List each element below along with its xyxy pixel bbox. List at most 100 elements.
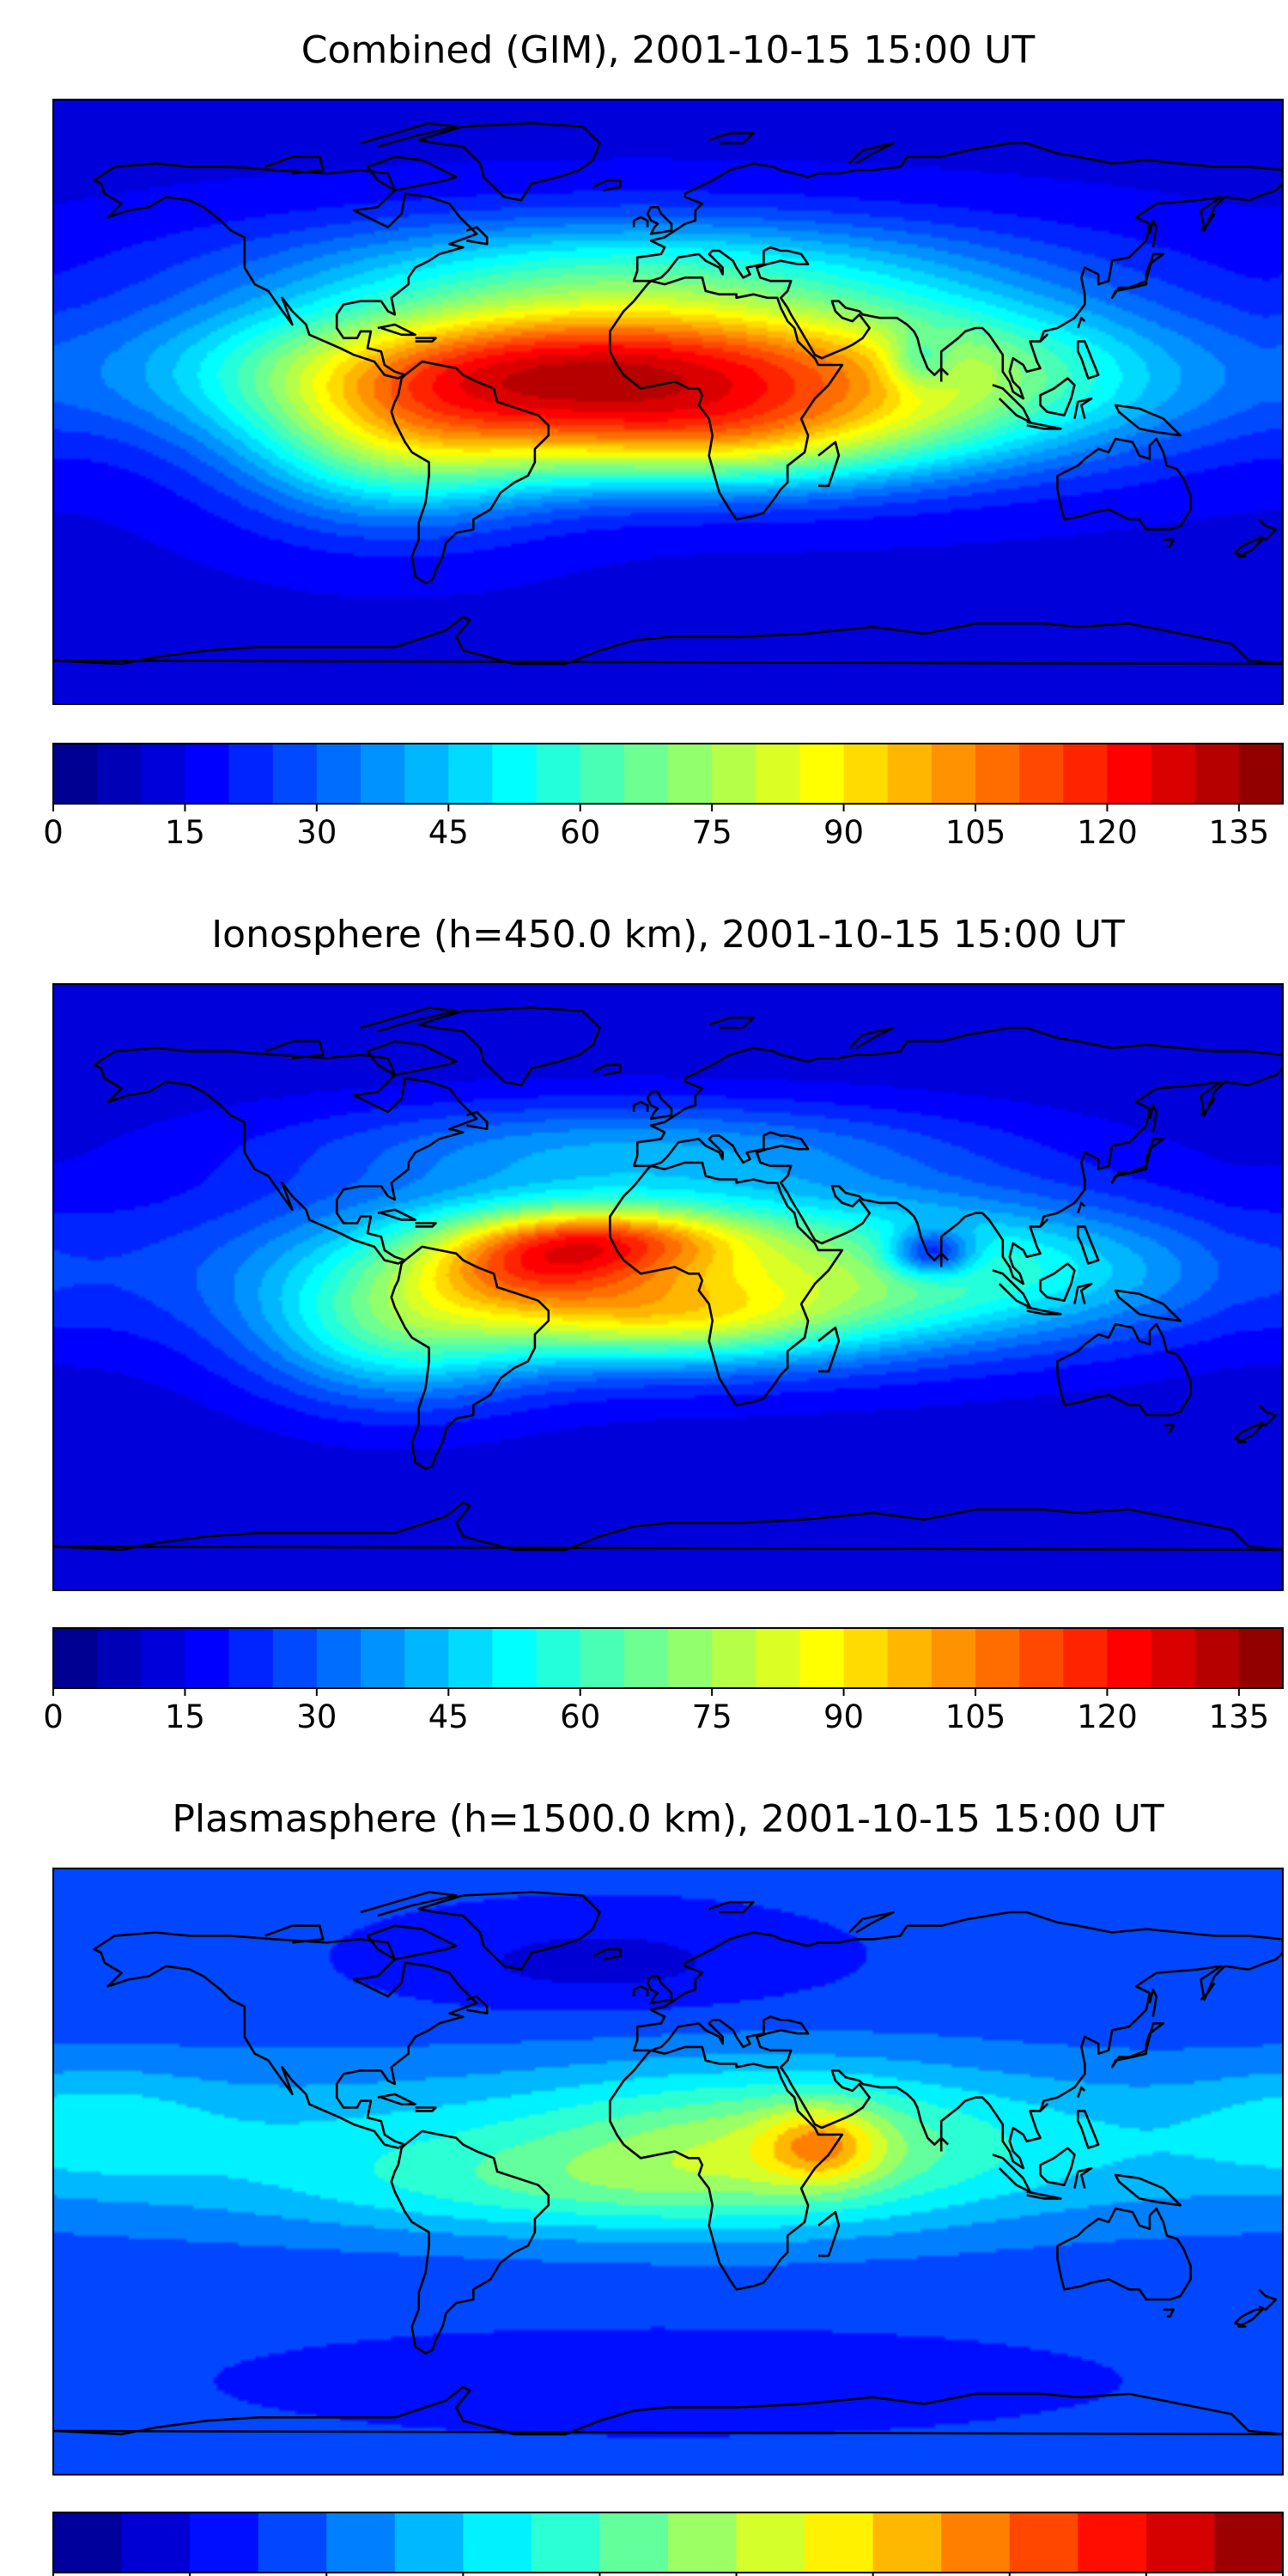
coastline-new-zealand-south (1234, 2308, 1264, 2328)
coastline-sri-lanka (939, 367, 950, 382)
colorbar-level (1238, 744, 1284, 804)
coastline-java (1026, 421, 1062, 430)
coastline-hispaniola (415, 337, 437, 343)
coastline-antarctica-edge (53, 616, 1283, 665)
coastline-sumatra (992, 384, 1031, 423)
colorbar-level (887, 744, 933, 804)
colorbar-level (185, 1628, 230, 1688)
coastline-victoria-island (264, 1040, 325, 1060)
colorbar-level (361, 1628, 405, 1688)
coastline-north-america (93, 1047, 478, 1265)
coastline-sulawesi (1073, 397, 1093, 419)
coastline-victoria-island (264, 155, 325, 175)
coastline-victoria-island (264, 1924, 325, 1944)
coastline-cuba (377, 2093, 416, 2105)
coastline-kamchatka-tip (1200, 1982, 1216, 2001)
colorbar-level (448, 744, 494, 804)
colorbar-tick-label: 75 (692, 1698, 732, 1735)
colorbar-tick-label: 15 (165, 1698, 205, 1735)
colorbar: 0 15 30 45 60 75 90 105 120 135 (43, 743, 1284, 851)
coastline-svalbard (708, 1016, 755, 1030)
coastlines (53, 1891, 1283, 2436)
colorbar-level (531, 2512, 601, 2573)
coastline-madagascar (817, 2210, 841, 2257)
coastline-cuba (377, 323, 416, 337)
coastline-java (1026, 2190, 1062, 2200)
colorbar-level (492, 1628, 538, 1688)
colorbar-level (1238, 1628, 1284, 1688)
colorbar-level (872, 2512, 942, 2573)
colorbar-tick-label: 60 (560, 814, 600, 851)
coastline-south-america (390, 1245, 550, 1471)
colorbar-level (887, 1628, 933, 1688)
coastline-africa (609, 1161, 844, 1406)
colorbar-level (394, 2512, 464, 2573)
coastlines (53, 122, 1283, 665)
coastline-hispaniola (415, 2106, 437, 2112)
coastline-sulawesi (1073, 1282, 1093, 1304)
colorbar-tick-label: 135 (1209, 814, 1270, 851)
coastline-antarctica-edge (53, 1501, 1283, 1552)
colorbar-tick-label: 120 (1077, 814, 1138, 851)
coastline-africa (609, 2045, 844, 2291)
coastline-australia (1056, 437, 1192, 531)
colorbar-level (1009, 2512, 1078, 2573)
colorbar-level (1194, 744, 1240, 804)
coastline-tasmania (1163, 2308, 1175, 2318)
coastline-ellesmere-island (360, 1891, 458, 1917)
coastline-north-america (93, 162, 478, 380)
colorbar: 051015202530354045 (52, 2512, 1284, 2576)
colorbar-tick-label: 60 (560, 1698, 600, 1735)
colorbar-level (141, 1628, 186, 1688)
coastline-hainan (1039, 1218, 1048, 1228)
coastlines (53, 1006, 1283, 1552)
coastline-hainan (1039, 2103, 1048, 2112)
colorbar-level (1151, 744, 1196, 804)
coastline-philippines (1077, 1225, 1100, 1265)
coastline-eurasia (632, 1026, 1283, 1285)
coastline-novaya-zemlya (848, 142, 895, 165)
coastline-iceland (592, 1947, 622, 1961)
coastline-madagascar (817, 440, 841, 488)
coastline-japan (1110, 1138, 1165, 1184)
colorbar-level (1214, 2512, 1284, 2573)
colorbar-frame (52, 1627, 1284, 1689)
colorbar-level (121, 2512, 191, 2573)
colorbar-level (1078, 2512, 1147, 2573)
colorbar-level (931, 1628, 976, 1688)
chart-title: Ionosphere (h=450.0 km), 2001-10-15 15:0… (211, 913, 1125, 957)
coastline-new-zealand-south (1234, 538, 1264, 558)
colorbar-level (1151, 1628, 1196, 1688)
coastline-great-britain (646, 1091, 673, 1121)
colorbar-level (492, 744, 538, 804)
colorbar-level (799, 744, 845, 804)
coastline-sakhalin (1148, 219, 1158, 248)
colorbar-level (805, 2512, 874, 2573)
coastline-taiwan (1077, 2086, 1086, 2099)
colorbar-tick-label: 30 (296, 1698, 337, 1735)
coastline-sri-lanka (939, 1252, 950, 1267)
coastline-great-britain (646, 205, 673, 235)
heatmap-field (53, 984, 1283, 1590)
colorbar-level (668, 744, 713, 804)
chart-title: Combined (GIM), 2001-10-15 15:00 UT (301, 28, 1036, 72)
colorbar-level (1194, 1628, 1240, 1688)
coastline-eurasia (632, 1911, 1283, 2170)
coastline-greenland (417, 1006, 601, 1086)
chart-panel-2: Ionosphere (h=450.0 km), 2001-10-15 15:0… (43, 913, 1284, 1735)
chart-panel-3: Plasmasphere (h=1500.0 km), 2001-10-15 1… (52, 1797, 1284, 2576)
colorbar: 0 15 30 45 60 75 90 105 120 135 (43, 1627, 1284, 1735)
coastline-new-zealand-north (1258, 518, 1278, 541)
coastline-new-zealand-south (1234, 1424, 1264, 1443)
coastline-ireland (632, 1101, 649, 1112)
colorbar-tick-label: 75 (692, 814, 732, 851)
coastline-hainan (1039, 333, 1048, 343)
colorbar-level (536, 1628, 581, 1688)
colorbar-level (1107, 1628, 1152, 1688)
coastline-iceland (592, 1063, 622, 1077)
colorbar-level (97, 744, 142, 804)
colorbar-level (53, 2512, 123, 2573)
colorbar-level (190, 2512, 259, 2573)
colorbar-level (404, 744, 449, 804)
coastline-baffin-island (366, 1040, 458, 1077)
